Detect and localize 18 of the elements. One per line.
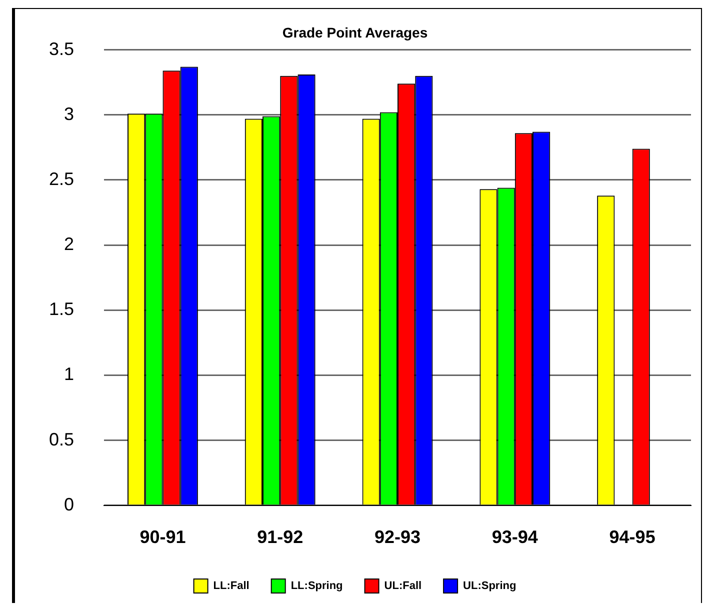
legend-label: UL:Spring: [463, 580, 516, 592]
chart-title: Grade Point Averages: [282, 24, 428, 40]
x-tick-label: 90-91: [140, 527, 186, 548]
y-tick-label: 1.5: [48, 299, 74, 320]
x-tick-label: 94-95: [609, 527, 656, 548]
y-tick-label: 1: [64, 364, 74, 384]
y-tick-label: 3.5: [48, 38, 74, 59]
y-tick-label: 0: [64, 494, 74, 514]
y-tick-label: 0.5: [48, 429, 74, 450]
x-tick-label: 93-94: [492, 527, 538, 548]
x-tick-label: 91-92: [257, 527, 304, 548]
x-tick-label: 92-93: [374, 527, 421, 548]
y-tick-label: 3: [64, 104, 74, 124]
legend-label: LL:Fall: [213, 580, 250, 592]
legend-label: LL:Spring: [290, 580, 343, 592]
y-tick-label: 2: [64, 234, 74, 254]
legend-label: UL:Fall: [384, 580, 422, 592]
y-tick-label: 2.5: [48, 168, 74, 189]
